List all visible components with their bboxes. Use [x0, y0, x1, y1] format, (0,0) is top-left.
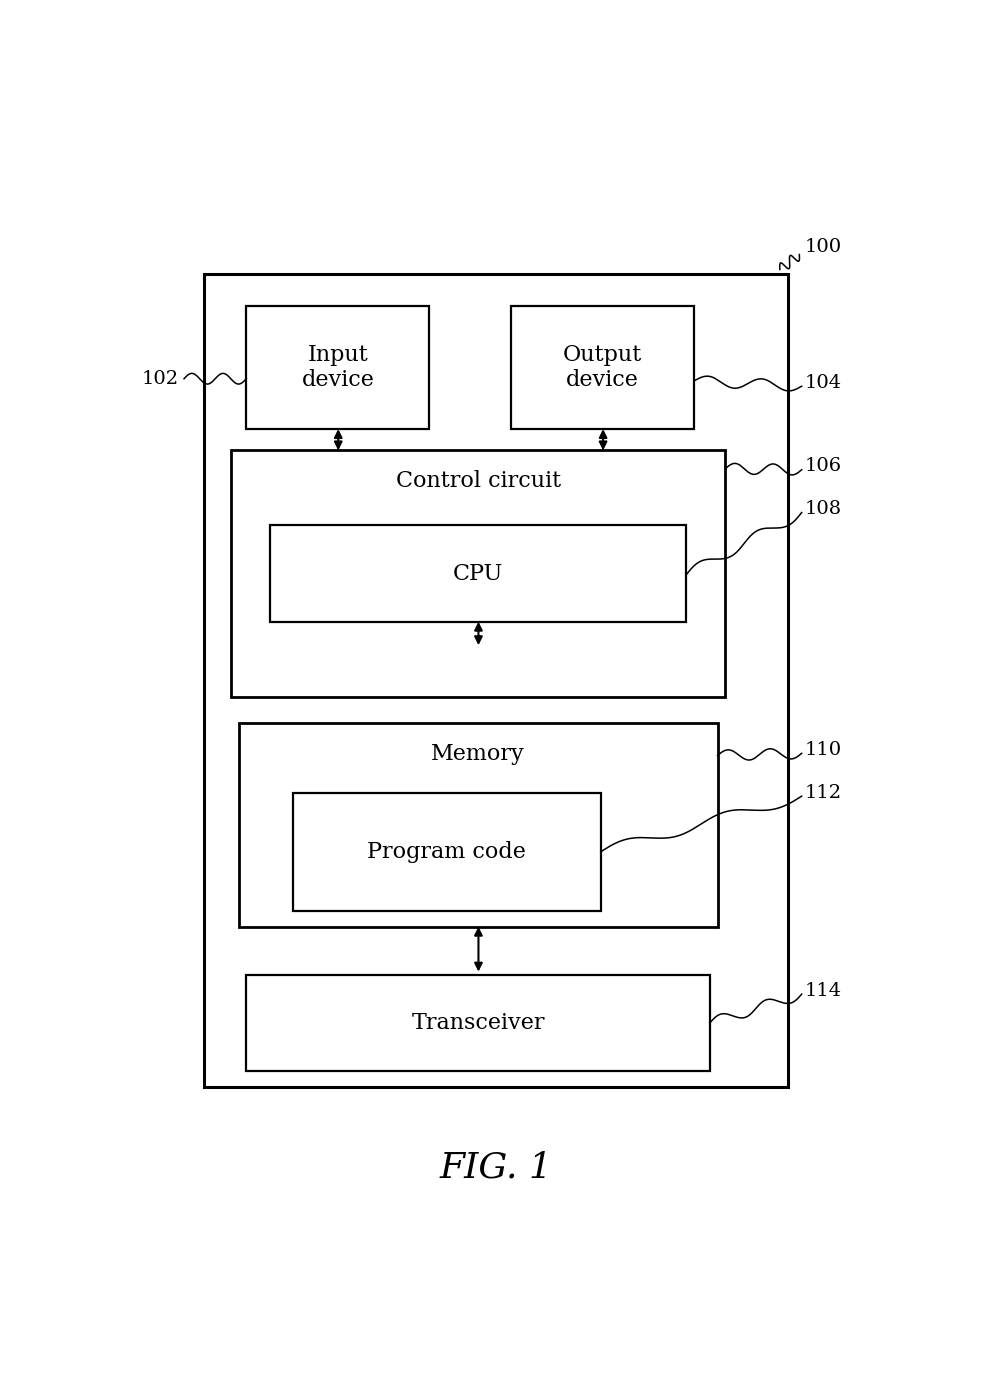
Text: 114: 114 [805, 981, 842, 999]
Text: 110: 110 [805, 741, 842, 759]
Text: 104: 104 [805, 374, 842, 392]
Bar [512, 306, 694, 430]
Text: 108: 108 [805, 500, 842, 518]
Bar [269, 525, 686, 621]
Bar [246, 306, 429, 430]
Text: FIG. 1: FIG. 1 [439, 1151, 552, 1184]
Bar [238, 723, 718, 927]
Bar [204, 274, 788, 1087]
Text: CPU: CPU [453, 563, 504, 585]
Text: Output
device: Output device [563, 343, 642, 391]
Text: 102: 102 [141, 370, 178, 388]
Bar [293, 792, 601, 910]
Text: Control circuit: Control circuit [396, 470, 561, 492]
Text: Input
device: Input device [302, 343, 374, 391]
Bar [246, 974, 710, 1072]
Text: Program code: Program code [368, 841, 527, 863]
Bar [231, 450, 726, 696]
Text: Transceiver: Transceiver [411, 1012, 545, 1034]
Text: 106: 106 [805, 457, 842, 475]
Text: Memory: Memory [431, 742, 525, 764]
Text: 100: 100 [805, 238, 842, 256]
Text: 112: 112 [805, 784, 842, 802]
